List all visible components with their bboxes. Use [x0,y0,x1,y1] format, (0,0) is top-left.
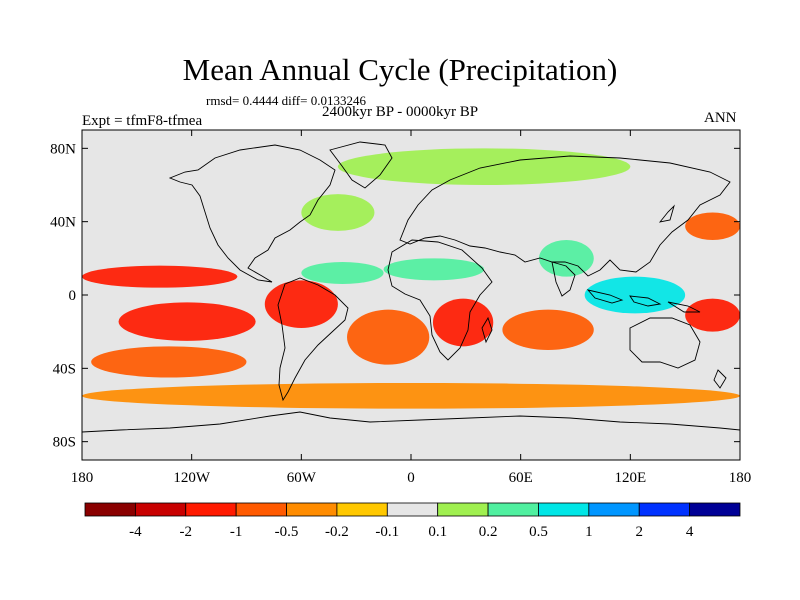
region-east-pacific-south [118,302,256,341]
region-south-pacific-band [91,346,247,378]
colorbar-swatch [336,502,388,517]
lon-tick-label: 120W [173,470,211,486]
region-india-monsoon [538,240,594,277]
lon-tick-label: 0 [407,470,415,486]
colorbar-label: -0.1 [375,524,399,540]
coastlines [82,141,740,433]
lat-tick-label: 0 [69,288,77,304]
colorbar-swatch [84,502,136,517]
lon-tick-label: 180 [729,470,752,486]
lon-tick-label: 120E [614,470,646,486]
colorbar-label: 0.5 [529,524,548,540]
colorbar-label: 0.1 [428,524,447,540]
plot-title: Mean Annual Cycle (Precipitation) [182,52,618,87]
lon-tick-label: 180 [71,470,94,486]
precip-difference-field [82,148,740,409]
region-southern-africa [432,298,494,347]
region-arctic-eurasia [337,148,631,186]
region-north-atlantic [301,194,375,231]
season-label: ANN [704,110,737,126]
colorbar-swatch [689,502,741,517]
region-north-pacific [685,212,740,240]
colorbar-swatch [437,502,489,517]
colorbar-label: -0.5 [275,524,299,540]
lat-tick-label: 80S [53,435,76,451]
colorbar-label: -4 [129,524,142,540]
lat-tick-label: 80N [50,141,76,157]
colorbar: -4 -2 -1 -0.5 -0.2 -0.1 0.1 0.2 0.5 1 2 4 [84,502,741,540]
colorbar-swatch [588,502,640,517]
longitude-axis: 180 120W 60W 0 60E 120E 180 [71,130,752,486]
colorbar-swatch [134,502,187,517]
colorbar-label: 2 [635,524,643,540]
region-amazon [264,280,338,328]
experiment-label: Expt = tfmF8-tfmea [82,113,203,129]
region-west-pacific-itcz-north [82,265,238,288]
region-west-pacific-south [685,298,740,332]
colorbar-label: 0.2 [479,524,498,540]
colorbar-swatch [235,502,287,517]
latitude-axis: 80N 40N 0 40S 80S [50,141,740,451]
region-maritime-continent [584,276,686,314]
lon-tick-label: 60W [287,470,317,486]
rmsd-stats: rmsd= 0.4444 diff= 0.0133246 [206,93,366,108]
region-sahel [383,258,485,281]
colorbar-label: 4 [686,524,694,540]
colorbar-swatch [538,502,590,517]
colorbar-label: -0.2 [325,524,349,540]
region-tropical-atlantic-north [301,262,384,284]
colorbar-swatch [386,502,439,517]
region-southern-ocean [82,383,740,409]
plot-subtitle: 2400kyr BP - 0000kyr BP [322,104,479,120]
lat-tick-label: 40S [53,361,76,377]
region-south-atlantic [347,309,430,365]
colorbar-label: -2 [180,524,193,540]
colorbar-swatch [487,502,539,517]
colorbar-swatch [286,502,338,517]
region-indian-ocean-south [502,309,594,351]
lat-tick-label: 40N [50,215,76,231]
colorbar-swatch [638,502,691,517]
lon-tick-label: 60E [509,470,533,486]
colorbar-swatch [185,502,237,517]
colorbar-label: 1 [585,524,593,540]
colorbar-label: -1 [230,524,243,540]
